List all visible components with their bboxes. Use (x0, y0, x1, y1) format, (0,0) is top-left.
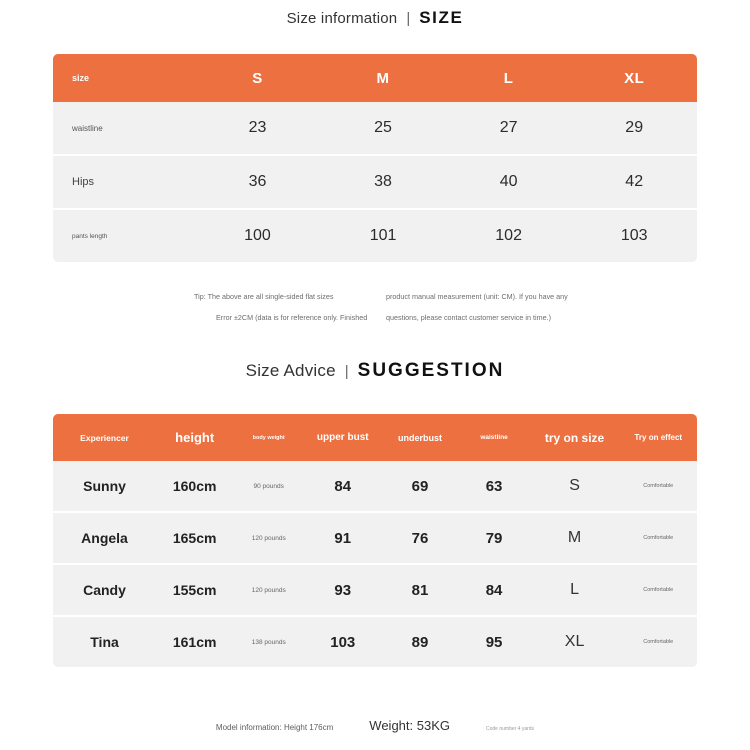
footer-model-info: Model information: Height 176cm Weight: … (0, 718, 750, 733)
cell-underbust-sunny: 69 (411, 477, 429, 495)
footer-model-height: Model information: Height 176cm (215, 723, 334, 732)
cell-weight-angela: 120 pounds (251, 534, 286, 542)
advice-col-experiencer: Experiencer (80, 432, 129, 443)
advice-col-try-on-effect: Try on effect (634, 433, 683, 442)
cell-waistline-tina: 95 (485, 633, 503, 651)
cell-hips-l: 40 (499, 173, 518, 190)
cell-try-on-size-candy: L (570, 581, 580, 598)
size-table-col-xl: XL (624, 69, 645, 87)
tip-right-column: product manual measurement (unit: CM). I… (386, 286, 568, 328)
size-table-col-m: M (376, 69, 390, 87)
cell-waistline-s: 23 (248, 119, 267, 136)
tip-right-line1: product manual measurement (unit: CM). I… (386, 292, 568, 301)
cell-upper-bust-tina: 103 (330, 633, 356, 651)
cell-effect-sunny: Comfortable (643, 483, 674, 489)
row-label-hips: Hips (72, 176, 95, 188)
advice-col-upper-bust: upper bust (316, 432, 369, 443)
advice-section-heading: Size Advice | SUGGESTION (0, 360, 750, 382)
size-tip-block: Tip: The above are all single-sided flat… (53, 286, 697, 332)
size-table-col-size: size (72, 73, 90, 83)
size-table: size S M L XL waistline 23 25 27 29 Hips… (53, 54, 697, 262)
cell-height-candy: 155cm (172, 582, 217, 598)
cell-pants-length-s: 100 (244, 227, 271, 244)
size-advice-table: Experiencer height body weight upper bus… (53, 414, 697, 667)
cell-waistline-m: 25 (374, 119, 392, 136)
advice-col-underbust: underbust (398, 432, 443, 443)
size-section-heading: Size information | SIZE (0, 8, 750, 28)
cell-underbust-candy: 81 (411, 581, 429, 599)
cell-height-tina: 161cm (172, 634, 217, 650)
cell-height-angela: 165cm (172, 530, 217, 546)
tip-left-line1: Tip: The above are all single-sided flat… (194, 292, 334, 301)
cell-waistline-candy: 84 (485, 581, 503, 599)
table-row: waistline 23 25 27 29 (53, 102, 697, 156)
advice-col-body-weight: body weight (252, 434, 285, 441)
cell-weight-tina: 138 pounds (251, 638, 286, 646)
cell-hips-m: 38 (374, 173, 392, 190)
footer-model-weight: Weight: 53KG (369, 718, 450, 733)
cell-hips-xl: 42 (625, 173, 644, 190)
cell-weight-candy: 120 pounds (251, 586, 286, 594)
cell-name-candy: Candy (83, 582, 126, 598)
cell-waistline-sunny: 63 (485, 477, 503, 495)
table-row: pants length 100 101 102 103 (53, 210, 697, 262)
cell-try-on-size-angela: M (567, 529, 582, 546)
row-label-pants-length: pants length (72, 232, 108, 240)
cell-try-on-size-tina: XL (564, 633, 585, 650)
advice-heading-divider: | (344, 363, 349, 380)
cell-height-sunny: 160cm (172, 478, 217, 494)
size-heading-divider: | (406, 10, 411, 27)
cell-pants-length-m: 101 (369, 227, 397, 244)
cell-pants-length-xl: 103 (620, 227, 648, 244)
cell-pants-length-l: 102 (495, 227, 522, 244)
advice-heading-cn: Size Advice (245, 361, 336, 380)
size-table-header-row: size S M L XL (53, 54, 697, 102)
tip-right-line2: questions, please contact customer servi… (386, 313, 551, 322)
advice-col-height: height (175, 430, 215, 445)
advice-heading-en: SUGGESTION (357, 360, 505, 381)
cell-try-on-size-sunny: S (569, 477, 580, 494)
cell-name-tina: Tina (90, 634, 119, 650)
tip-left-column: Tip: The above are all single-sided flat… (194, 286, 367, 328)
cell-effect-tina: Comfortable (643, 639, 674, 645)
table-row: Candy 155cm 120 pounds 93 81 84 L Comfor… (53, 565, 697, 617)
cell-upper-bust-sunny: 84 (334, 477, 352, 495)
advice-col-try-on-size: try on size (544, 430, 605, 445)
cell-waistline-xl: 29 (625, 119, 644, 136)
table-row: Sunny 160cm 90 pounds 84 69 63 S Comfort… (53, 461, 697, 513)
cell-waistline-l: 27 (499, 119, 518, 136)
cell-name-sunny: Sunny (83, 478, 126, 494)
table-row: Tina 161cm 138 pounds 103 89 95 XL Comfo… (53, 617, 697, 667)
cell-waistline-angela: 79 (485, 529, 503, 547)
tip-left-line2: Error ±2CM (data is for reference only. … (216, 313, 368, 322)
size-heading-cn: Size information (286, 10, 398, 27)
cell-effect-angela: Comfortable (643, 535, 674, 541)
table-row: Angela 165cm 120 pounds 91 76 79 M Comfo… (53, 513, 697, 565)
cell-underbust-angela: 76 (411, 529, 429, 547)
cell-hips-s: 36 (248, 173, 267, 190)
size-table-col-l: L (503, 69, 514, 87)
cell-upper-bust-candy: 93 (334, 581, 352, 599)
advice-table-header-row: Experiencer height body weight upper bus… (53, 414, 697, 461)
table-row: Hips 36 38 40 42 (53, 156, 697, 210)
footer-code-number: Code number 4 yards (486, 726, 535, 732)
row-label-waistline: waistline (72, 123, 103, 133)
cell-effect-candy: Comfortable (643, 587, 674, 593)
size-heading-en: SIZE (419, 8, 464, 27)
size-table-col-s: S (252, 69, 263, 87)
advice-col-waistline: waistline (480, 434, 508, 441)
cell-weight-sunny: 90 pounds (253, 482, 284, 490)
cell-name-angela: Angela (81, 530, 128, 546)
cell-upper-bust-angela: 91 (334, 529, 352, 547)
cell-underbust-tina: 89 (411, 633, 429, 651)
